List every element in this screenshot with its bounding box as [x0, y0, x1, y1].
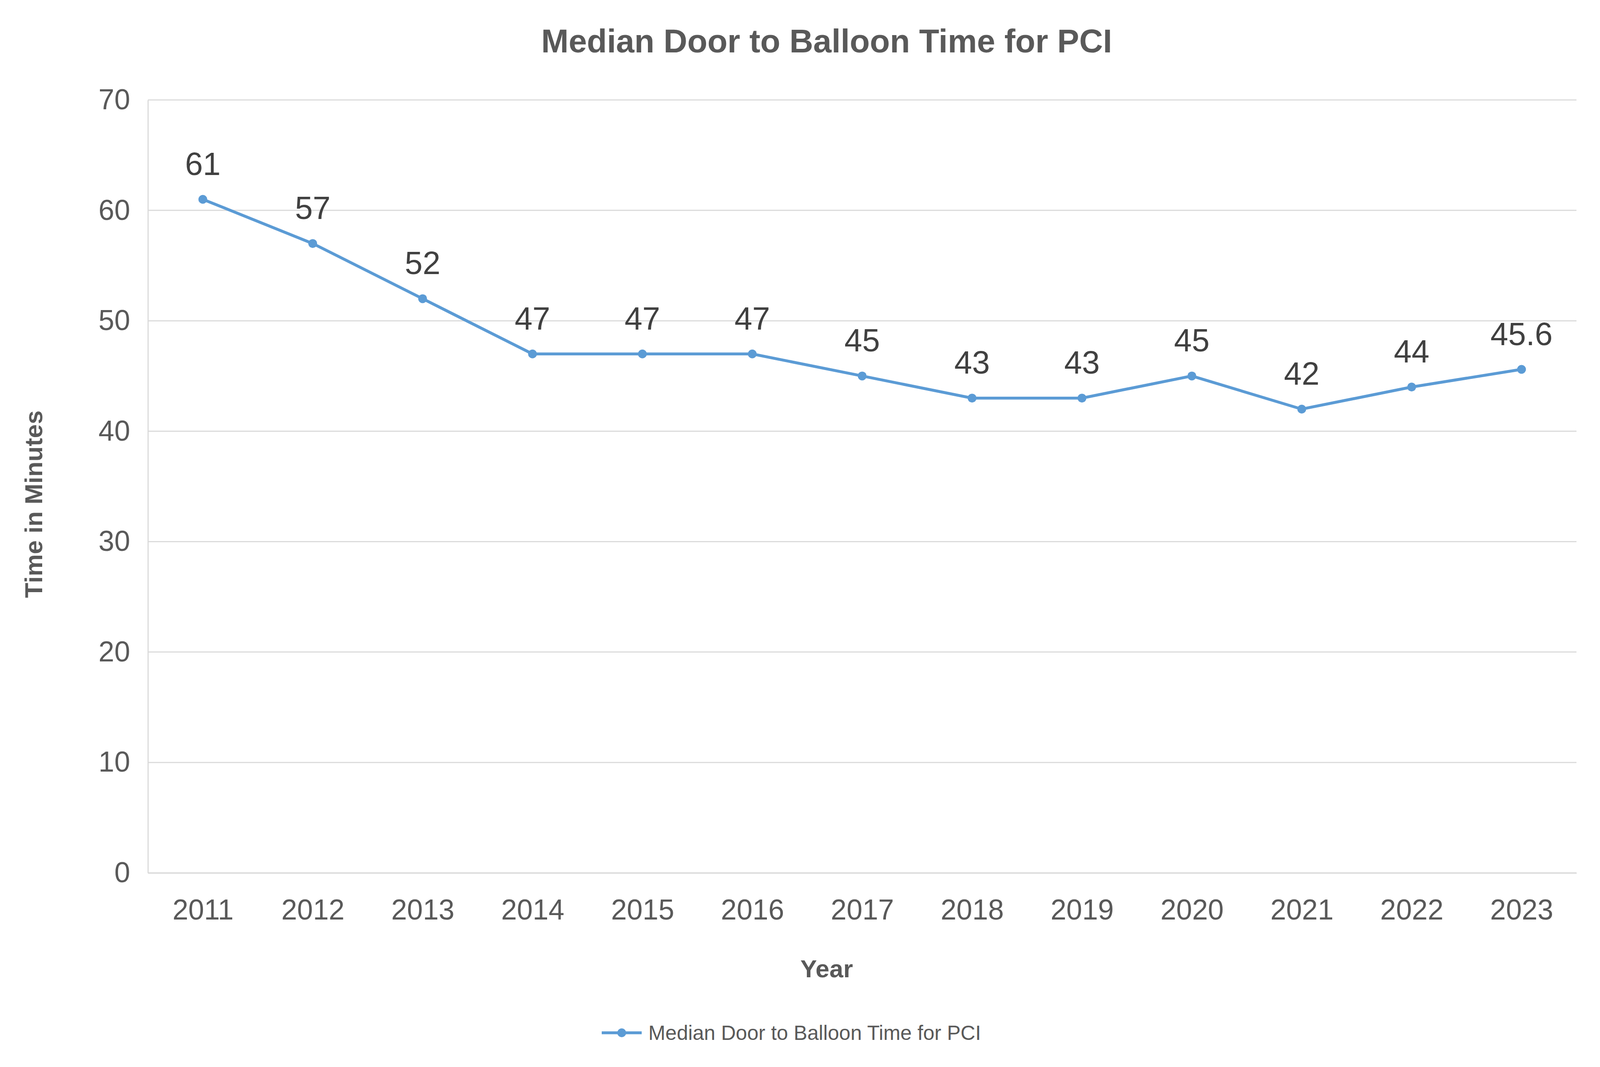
y-tick: 30 [98, 524, 148, 557]
y-axis-line [147, 100, 149, 874]
x-tick-label: 2019 [1050, 893, 1114, 926]
data-label: 45 [1174, 322, 1210, 358]
x-tick: 2013 [391, 872, 455, 926]
grid-line [147, 320, 1577, 322]
y-tick-label: 60 [98, 194, 131, 227]
x-tick: 2016 [720, 872, 784, 926]
point [308, 238, 318, 248]
data-labels: 61 57 52 47 47 47 45 43 43 45 42 44 45.6 [185, 146, 1553, 392]
x-tick-label: 2012 [281, 893, 345, 926]
x-axis-title: Year [800, 954, 853, 983]
grid-line [147, 99, 1577, 101]
title: Median Door to Balloon Time for PCI [541, 22, 1112, 60]
y-tick-label: 70 [98, 83, 131, 116]
legend: Median Door to Balloon Time for PCI [601, 1020, 981, 1045]
data-label: 47 [734, 300, 771, 337]
point [1077, 393, 1087, 403]
point [418, 293, 428, 303]
point [1407, 382, 1417, 392]
x-tick-label: 2017 [830, 893, 894, 926]
x-tick: 2023 [1490, 872, 1554, 926]
point [747, 349, 757, 359]
x-axis: 2011 2012 2013 2014 2015 2016 2017 2018 2019 2020… [148, 872, 1577, 926]
data-label: 47 [514, 300, 551, 337]
point [1297, 404, 1307, 414]
y-axis-title: Time in Minutes [19, 410, 48, 598]
x-tick-label: 2022 [1380, 893, 1444, 926]
point [1516, 365, 1526, 374]
legend-label: Median Door to Balloon Time for PCI [648, 1020, 981, 1045]
y-tick: 0 [114, 856, 148, 889]
data-label: 57 [294, 190, 331, 226]
x-tick: 2015 [611, 872, 675, 926]
data-label: 45.6 [1490, 316, 1553, 352]
x-tick-label: 2021 [1270, 893, 1334, 926]
y-tick-label: 30 [98, 524, 131, 557]
grid-line [147, 430, 1577, 432]
x-tick-label: 2020 [1160, 893, 1224, 926]
data-label: 44 [1393, 333, 1430, 370]
y-tick: 70 [98, 83, 148, 116]
x-tick: 2018 [940, 872, 1004, 926]
data-label: 45 [844, 322, 880, 358]
x-axis-line [148, 872, 1577, 874]
x-tick-label: 2013 [391, 893, 455, 926]
data-label: 52 [404, 245, 441, 281]
y-tick: 10 [98, 745, 148, 778]
x-tick-label: 2011 [172, 893, 234, 926]
x-tick: 2021 [1270, 872, 1334, 926]
grid-line [147, 209, 1577, 211]
point [857, 371, 867, 381]
x-tick-label: 2023 [1490, 893, 1554, 926]
point [528, 349, 537, 359]
chart: 0102030405060702011201220132014201520162… [0, 0, 1600, 1067]
data-label: 47 [624, 300, 661, 337]
x-tick: 2020 [1160, 872, 1224, 926]
y-tick-label: 50 [98, 304, 131, 337]
legend-marker [617, 1028, 627, 1037]
y-tick: 40 [98, 414, 148, 447]
x-tick-label: 2014 [500, 893, 564, 926]
data-label: 43 [1064, 344, 1100, 381]
series-line [202, 199, 1522, 409]
grid-line [147, 651, 1577, 653]
y-tick-label: 40 [98, 414, 131, 447]
grid-line [147, 540, 1577, 543]
point [967, 393, 977, 403]
data-label: 61 [185, 146, 221, 182]
y-tick: 20 [98, 635, 148, 668]
point [1187, 371, 1197, 381]
y-tick: 50 [98, 304, 148, 337]
x-tick-label: 2018 [940, 893, 1004, 926]
data-label: 42 [1283, 355, 1320, 392]
x-tick: 2014 [500, 872, 564, 926]
x-tick: 2017 [830, 872, 894, 926]
y-tick: 60 [98, 194, 148, 227]
x-tick: 2011 [172, 872, 234, 926]
y-axis: 0 10 20 30 40 50 60 70 [98, 83, 149, 889]
plot-area [198, 194, 1527, 414]
x-tick-label: 2015 [611, 893, 675, 926]
grid [147, 99, 1577, 873]
point [198, 194, 208, 204]
point [638, 349, 648, 359]
y-tick-label: 0 [114, 856, 131, 889]
x-tick-label: 2016 [720, 893, 784, 926]
y-tick-label: 10 [98, 745, 131, 778]
grid-line [147, 761, 1577, 763]
y-tick-label: 20 [98, 635, 131, 668]
x-tick: 2012 [281, 872, 345, 926]
x-tick: 2019 [1050, 872, 1114, 926]
data-label: 43 [954, 344, 990, 381]
x-tick: 2022 [1380, 872, 1444, 926]
grid-line [147, 872, 1577, 874]
